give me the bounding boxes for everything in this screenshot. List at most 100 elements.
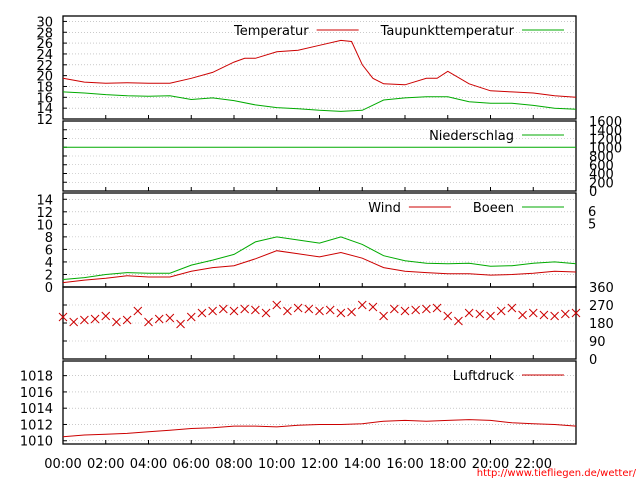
direction-point (357, 300, 367, 310)
y-tick-label: 28 (36, 26, 53, 41)
direction-point (368, 302, 378, 312)
direction-point (432, 303, 442, 313)
y-tick-label: 90 (589, 335, 606, 350)
legend-label: Boeen (473, 201, 514, 216)
direction-point (379, 311, 388, 321)
direction-point (90, 314, 100, 324)
y-tick-label: 12 (36, 113, 53, 128)
direction-point (389, 304, 399, 314)
y-tick-label: 1014 (20, 402, 53, 417)
y-tick-label: 0 (589, 353, 597, 368)
direction-point (539, 310, 549, 320)
y-tick-label: 1600 (589, 115, 622, 130)
y2-tick-label: 6 (588, 205, 596, 220)
y-tick-label: 14 (36, 102, 53, 117)
Temperatur-line (62, 39, 577, 98)
y-tick-label: 1010 (20, 435, 53, 450)
x-tick-label: 02:00 (87, 457, 124, 472)
direction-point (122, 315, 132, 325)
legend-label: Niederschlag (429, 129, 514, 144)
direction-point (528, 308, 538, 318)
direction-point (454, 316, 463, 326)
y-tick-label: 30 (36, 15, 53, 30)
Luftdruck-line (62, 419, 577, 438)
direction-point (112, 317, 121, 327)
legend-label: Wind (368, 201, 401, 216)
direction-point (283, 306, 292, 316)
x-tick-label: 08:00 (215, 457, 252, 472)
direction-point (154, 314, 164, 324)
y-tick-label: 4 (45, 256, 53, 271)
y-tick-label: 2 (45, 268, 53, 283)
direction-point (251, 305, 260, 315)
x-tick-label: 22:00 (515, 457, 552, 472)
direction-point (101, 311, 111, 321)
legend-label: Temperatur (233, 24, 309, 39)
x-tick-label: 16:00 (386, 457, 423, 472)
x-tick-label: 12:00 (301, 457, 338, 472)
direction-point (560, 309, 570, 319)
x-tick-label: 06:00 (173, 457, 210, 472)
direction-point (144, 317, 153, 327)
direction-point (507, 303, 517, 313)
direction-point (58, 312, 68, 322)
direction-point (197, 308, 207, 318)
direction-point (229, 306, 239, 316)
legend-label: Luftdruck (453, 369, 515, 384)
x-tick-label: 10:00 (258, 457, 295, 472)
y-tick-label: 6 (45, 243, 53, 258)
y-tick-label: 20 (36, 70, 53, 85)
Wind-line (62, 250, 577, 284)
credit-link: http://www.tiefliegen.de/wetter/ (477, 468, 637, 479)
y-tick-label: 12 (36, 206, 53, 221)
wind_direction-panel: 0 90 180 270 360 (58, 281, 614, 368)
direction-point (272, 300, 282, 310)
direction-point (486, 311, 495, 321)
direction-point (186, 312, 196, 322)
direction-point (240, 304, 250, 314)
x-tick-label: 00:00 (44, 457, 81, 472)
panel-frame (62, 360, 577, 445)
direction-point (325, 305, 335, 315)
direction-point (218, 304, 228, 314)
direction-point (550, 311, 559, 321)
direction-point (347, 307, 356, 317)
y-tick-label: 180 (589, 317, 614, 332)
panel-frame (62, 120, 577, 192)
direction-point (496, 306, 506, 316)
x-tick-label: 14:00 (344, 457, 381, 472)
direction-point (571, 308, 581, 318)
y-tick-label: 270 (589, 299, 614, 314)
y-tick-label: 360 (589, 281, 614, 296)
direction-point (464, 308, 474, 318)
y-tick-label: 1400 (589, 124, 622, 139)
direction-point (336, 308, 346, 318)
direction-point (165, 313, 175, 323)
panel-frame (62, 15, 577, 120)
y-tick-label: 800 (589, 150, 614, 165)
y-tick-label: 26 (36, 37, 53, 52)
direction-point (518, 310, 527, 320)
direction-point (80, 315, 89, 325)
Taupunkttemperatur-line (62, 91, 577, 112)
y-tick-label: 16 (36, 91, 53, 106)
y-tick-label: 1200 (589, 133, 622, 148)
direction-point (475, 309, 485, 319)
y-tick-label: 200 (589, 176, 614, 191)
x-tick-label: 04:00 (130, 457, 167, 472)
direction-point (69, 317, 79, 327)
y-tick-label: 1012 (20, 418, 53, 433)
y-tick-label: 18 (36, 80, 53, 95)
y-tick-label: 400 (589, 168, 614, 183)
y2-tick-label: 5 (588, 217, 596, 232)
y-tick-label: 10 (36, 218, 53, 233)
x-tick-label: 18:00 (429, 457, 466, 472)
y-tick-label: 1000 (589, 141, 622, 156)
y-tick-label: 24 (36, 48, 53, 63)
legend-label: Taupunkttemperatur (380, 24, 515, 39)
